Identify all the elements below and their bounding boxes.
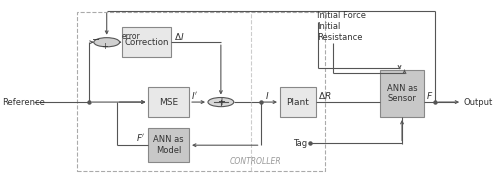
Text: $\Delta I$: $\Delta I$ — [174, 31, 184, 42]
Text: error: error — [122, 32, 141, 41]
FancyBboxPatch shape — [122, 27, 171, 57]
Circle shape — [208, 98, 234, 107]
Text: $I'$: $I'$ — [191, 90, 198, 101]
Text: CONTROLLER: CONTROLLER — [230, 157, 281, 166]
Text: Output: Output — [464, 98, 493, 107]
Circle shape — [94, 38, 120, 47]
Text: +: + — [217, 97, 225, 107]
Text: Reference: Reference — [2, 98, 46, 107]
Text: $F$: $F$ — [426, 90, 433, 101]
FancyBboxPatch shape — [148, 87, 189, 117]
Text: Plant: Plant — [286, 98, 309, 107]
Text: $I$: $I$ — [264, 90, 269, 101]
Text: ANN as
Model: ANN as Model — [154, 136, 184, 155]
Text: −: − — [92, 35, 100, 45]
Text: Tag: Tag — [293, 139, 307, 148]
Text: MSE: MSE — [159, 98, 178, 107]
Text: Initial
Resistance: Initial Resistance — [316, 22, 362, 42]
FancyBboxPatch shape — [148, 128, 189, 162]
Text: +: + — [100, 42, 107, 51]
FancyBboxPatch shape — [380, 70, 424, 117]
Text: $\Delta R$: $\Delta R$ — [318, 90, 332, 101]
Text: $F'$: $F'$ — [136, 132, 146, 143]
Text: Initial Force: Initial Force — [316, 11, 366, 20]
Text: Correction: Correction — [124, 38, 168, 47]
Text: ANN as
Sensor: ANN as Sensor — [386, 84, 418, 103]
FancyBboxPatch shape — [280, 87, 316, 117]
